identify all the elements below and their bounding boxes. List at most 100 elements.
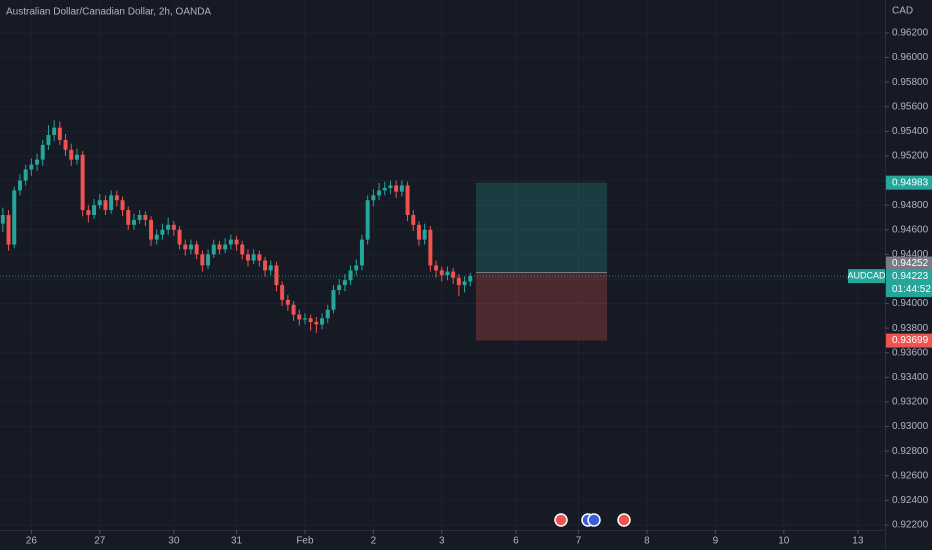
candle-body <box>188 244 193 250</box>
candle-body <box>371 195 376 201</box>
candle-body <box>308 318 313 323</box>
x-tick-label: 30 <box>168 536 180 547</box>
candle-body <box>223 244 228 250</box>
candle-body <box>63 139 68 150</box>
candle-body <box>92 205 97 215</box>
x-tick-label: 2 <box>371 536 377 547</box>
y-tick-label: 0.94400 <box>892 249 929 260</box>
x-tick-label: 27 <box>94 536 106 547</box>
price-label: 0.94252 <box>892 258 929 269</box>
y-tick-label: 0.93600 <box>892 347 929 358</box>
candle-body <box>29 164 34 170</box>
stop-zone <box>475 272 608 341</box>
candle-body <box>86 210 91 215</box>
candle-body <box>12 190 17 245</box>
event-icon[interactable] <box>617 513 631 527</box>
candle-body <box>394 185 399 192</box>
candle-body <box>126 210 131 225</box>
event-icon[interactable] <box>587 513 601 527</box>
y-tick-label: 0.94600 <box>892 224 929 235</box>
candle-body <box>206 254 211 266</box>
event-icon[interactable] <box>554 513 568 527</box>
x-tick-label: 10 <box>778 536 790 547</box>
x-tick-label: 7 <box>576 536 582 547</box>
candle-body <box>468 276 473 282</box>
event-icons <box>554 513 631 527</box>
price-label-bg <box>886 175 932 190</box>
candle-body <box>6 214 11 245</box>
candle-body <box>382 187 387 191</box>
candle-body <box>234 239 239 245</box>
candle-body <box>416 224 421 240</box>
price-label: 0.94223 <box>892 271 929 282</box>
candle-body <box>228 239 233 245</box>
candle-body <box>428 229 433 266</box>
candle-body <box>103 200 108 211</box>
y-tick-label: 0.92600 <box>892 470 929 481</box>
candle-body <box>411 214 416 225</box>
candle-body <box>211 244 216 255</box>
candle-body <box>143 214 148 220</box>
candle-body <box>120 200 125 211</box>
candle-body <box>297 314 302 320</box>
y-tick-label: 0.92200 <box>892 520 929 531</box>
candle-body <box>200 254 205 266</box>
candle-body <box>114 195 119 201</box>
y-tick-label: 0.95800 <box>892 77 929 88</box>
candle-body <box>354 265 359 271</box>
candle-body <box>240 244 245 255</box>
candle-body <box>257 254 262 261</box>
y-tick-label: 0.92400 <box>892 495 929 506</box>
candle-body <box>422 229 427 240</box>
candle-body <box>325 309 330 319</box>
axis-unit: CAD <box>892 6 913 17</box>
candle-body <box>302 318 307 320</box>
price-label-bg <box>886 256 932 271</box>
candle-body <box>348 270 353 281</box>
candle-body <box>177 229 182 245</box>
candle-body <box>17 180 22 191</box>
candle-body <box>23 169 28 181</box>
candle-body <box>434 265 439 271</box>
candle-body <box>388 185 393 188</box>
candle-body <box>439 270 444 276</box>
candle-body <box>285 299 290 305</box>
candle-body <box>268 265 273 271</box>
candle-body <box>331 290 336 310</box>
y-tick-label: 0.96200 <box>892 28 929 39</box>
candle-body <box>0 214 5 224</box>
symbol-tag: AUDCAD <box>847 271 886 281</box>
candle-body <box>149 219 154 240</box>
chart-title: Australian Dollar/Canadian Dollar, 2h, O… <box>6 7 211 18</box>
candle-body <box>194 244 199 255</box>
candle-body <box>456 277 461 286</box>
candle-body <box>263 260 268 271</box>
candle-body <box>46 135 51 145</box>
x-tick-label: Feb <box>296 536 314 547</box>
candle-body <box>154 234 159 240</box>
candle-body <box>183 244 188 250</box>
candle-body <box>74 154 79 160</box>
candle-body <box>291 304 296 315</box>
y-tick-label: 0.95200 <box>892 151 929 162</box>
x-tick-label: 8 <box>644 536 650 547</box>
x-tick-label: 6 <box>513 536 519 547</box>
candle-body <box>52 127 57 136</box>
y-tick-label: 0.94800 <box>892 200 929 211</box>
candle-body <box>80 154 85 211</box>
candle-body <box>314 322 319 325</box>
y-tick-label: 0.92800 <box>892 446 929 457</box>
candle-body <box>40 144 45 160</box>
candle-body <box>399 185 404 192</box>
countdown: 01:44:52 <box>892 284 931 295</box>
candle-body <box>97 200 102 206</box>
x-tick-label: 3 <box>439 536 445 547</box>
candle-body <box>342 280 347 286</box>
y-tick-label: 0.95600 <box>892 101 929 112</box>
x-tick-label: 31 <box>231 536 243 547</box>
price-label-bg <box>886 333 932 348</box>
candle-body <box>451 271 456 278</box>
